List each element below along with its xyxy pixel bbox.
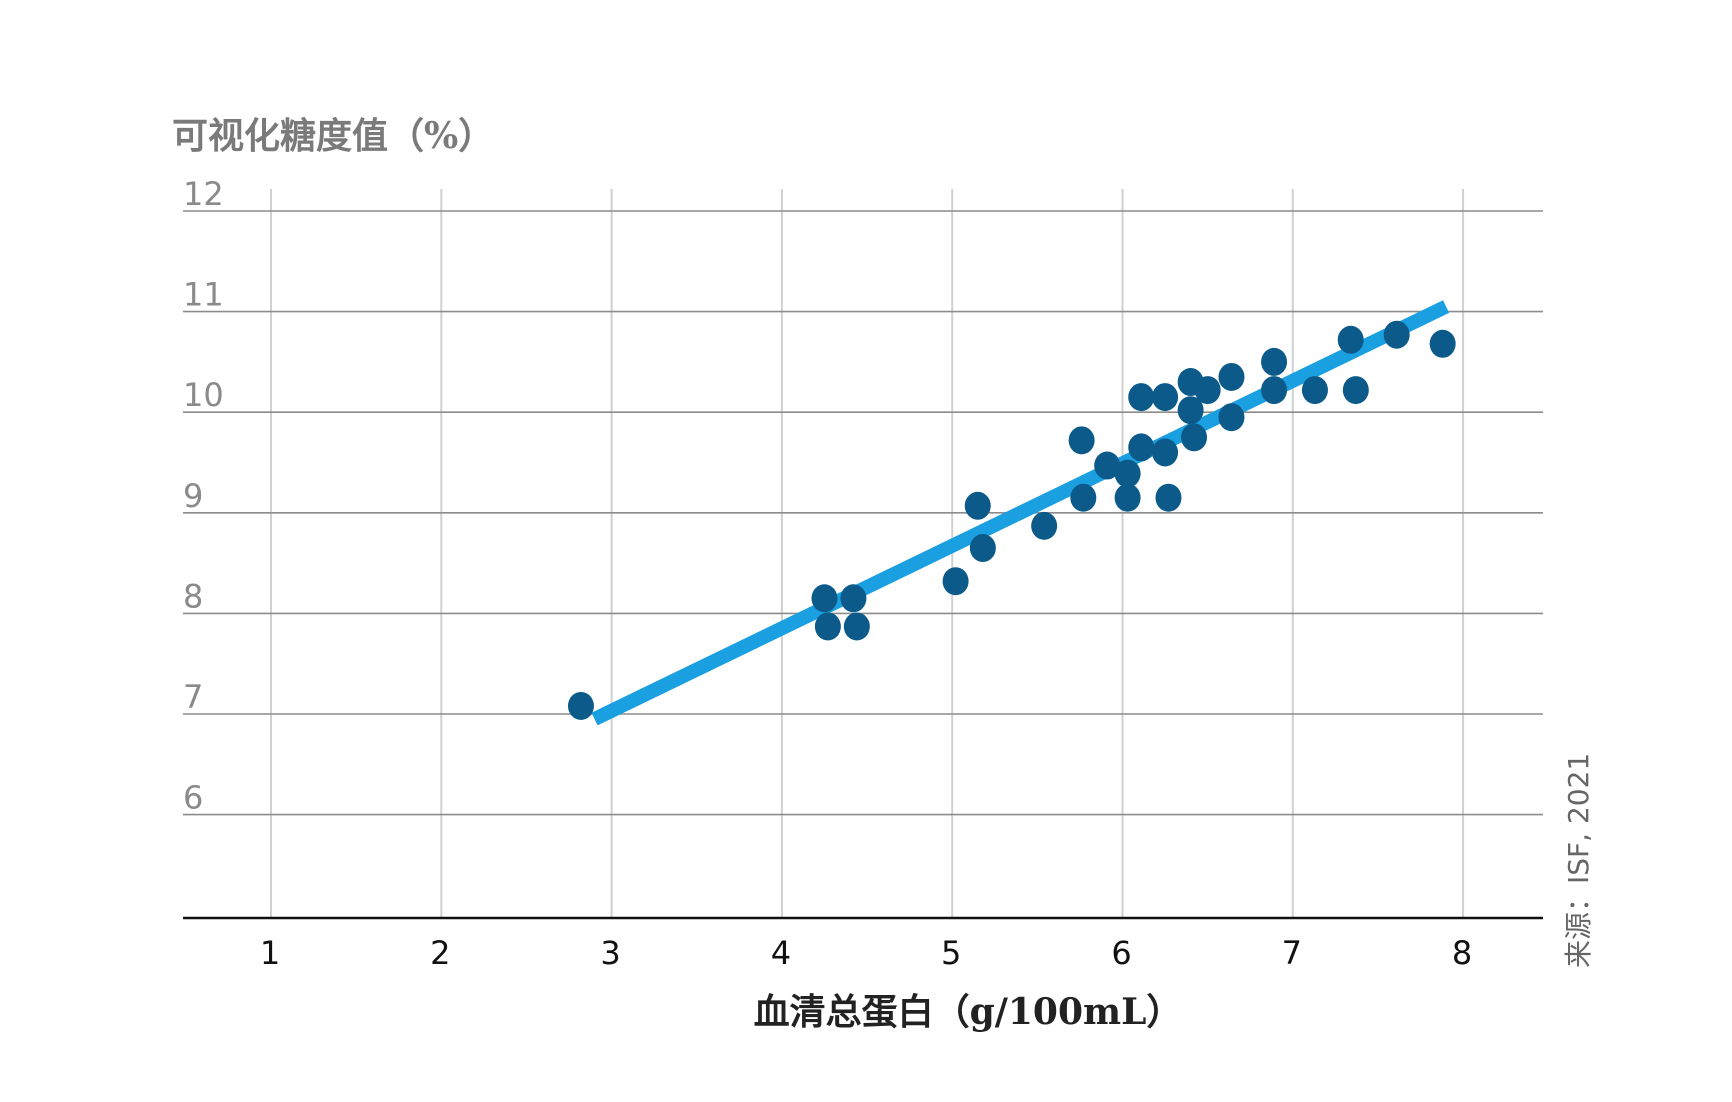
data-point-14 [1114,483,1141,512]
data-point-27 [1261,376,1288,405]
data-point-12 [1094,451,1121,480]
x-tick-6: 6 [1111,934,1131,972]
horizontal-gridlines [183,210,1543,816]
data-point-24 [1218,362,1245,391]
trend-line [591,300,1450,726]
y-tick-8: 8 [183,577,203,615]
data-point-5 [843,612,870,641]
data-point-17 [1152,383,1179,412]
y-axis-title: 可视化糖度值（%） [172,115,494,157]
y-tick-11: 11 [183,276,224,314]
x-tick-8: 8 [1452,934,1472,972]
data-point-9 [1031,511,1058,540]
data-point-10 [1068,426,1095,455]
data-point-29 [1337,325,1364,354]
x-tick-1: 1 [260,934,280,972]
vertical-gridlines [270,189,1465,918]
x-tick-3: 3 [600,934,620,972]
data-point-28 [1301,376,1328,405]
data-point-7 [964,491,991,520]
data-point-25 [1218,403,1245,432]
data-point-1 [567,691,594,720]
data-point-31 [1383,320,1410,349]
data-point-32 [1429,329,1456,358]
data-point-6 [942,567,969,596]
y-tick-7: 7 [183,678,203,716]
data-point-16 [1128,383,1155,412]
data-point-4 [814,612,841,641]
y-tick-9: 9 [183,477,203,515]
x-tick-4: 4 [771,934,791,972]
data-point-21 [1177,396,1204,425]
data-point-30 [1342,376,1369,405]
data-point-3 [840,584,867,613]
data-point-18 [1152,438,1179,467]
x-axis-title: 血清总蛋白（g/100mL） [754,991,1183,1033]
x-tick-5: 5 [941,934,961,972]
data-point-11 [1070,483,1097,512]
x-tick-labels: 1 2 3 4 5 6 7 8 [260,934,1472,972]
data-point-13 [1114,459,1141,488]
data-point-26 [1261,347,1288,376]
data-points [567,320,1456,720]
data-point-23 [1194,376,1221,405]
x-tick-2: 2 [430,934,450,972]
x-tick-7: 7 [1282,934,1302,972]
data-point-15 [1128,433,1155,462]
y-tick-labels: 6 7 8 9 10 11 12 [183,175,224,817]
data-point-22 [1181,423,1208,452]
y-tick-10: 10 [183,376,224,414]
data-point-19 [1155,483,1182,512]
source-note: 来源：ISF, 2021 [1562,753,1595,968]
y-tick-6: 6 [183,779,203,817]
data-point-8 [969,534,996,563]
y-tick-12: 12 [183,175,224,213]
data-point-2 [811,584,838,613]
